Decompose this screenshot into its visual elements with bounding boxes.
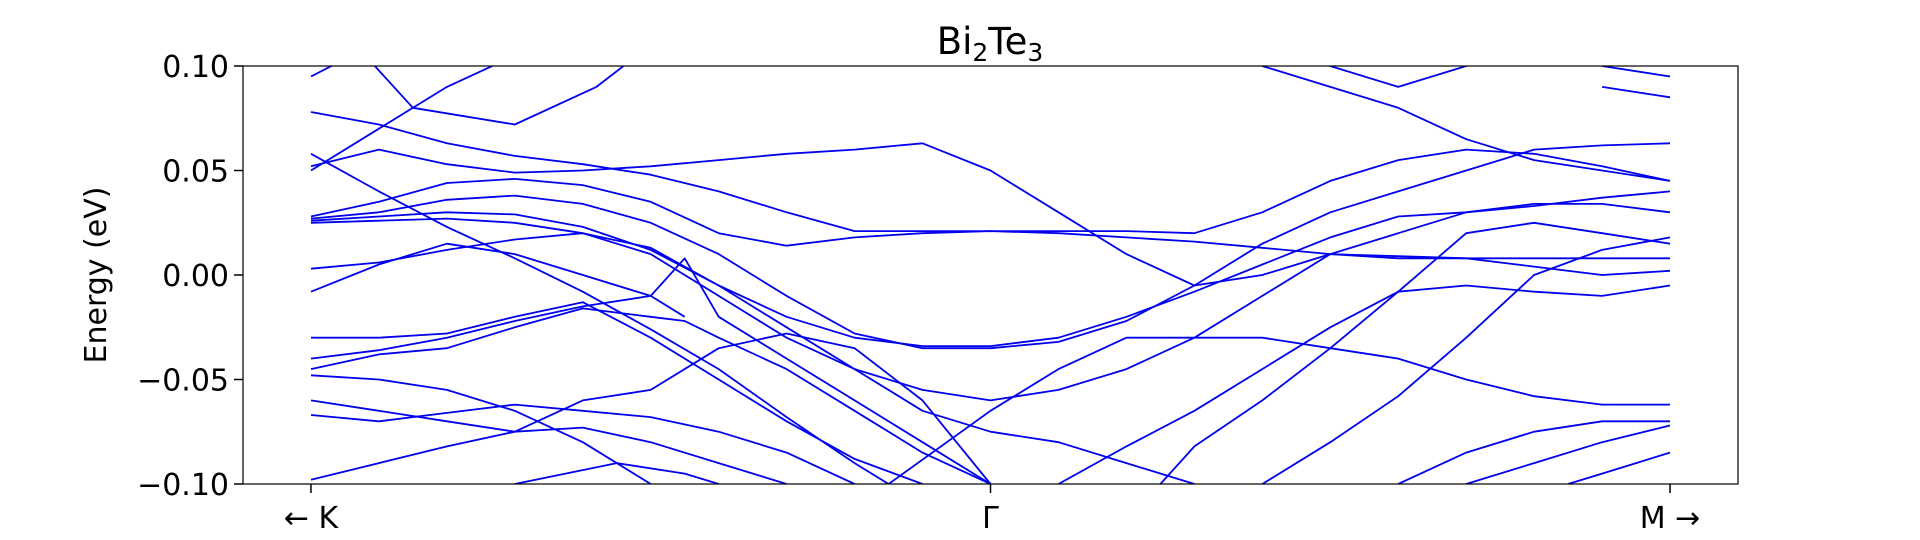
band-line-16 [310,374,652,484]
y-tick-label: 0.05 [162,155,229,190]
band-line-19 [310,426,787,484]
band-line-31 [1601,86,1671,99]
band-line-14 [310,257,991,484]
band-line-12 [310,242,686,318]
y-tick-label: 0.10 [162,50,229,85]
band-line-7 [310,177,1671,276]
band-line-11 [310,232,1195,484]
band-lines [310,66,1671,484]
chart-title-element-bi: Bi [937,20,973,63]
band-line-8 [310,142,1671,350]
band-line-30 [1601,66,1671,78]
band-line-20 [514,462,719,484]
band-line-10 [310,202,1671,402]
band-line-3 [310,153,890,484]
y-tick-label: −0.10 [137,468,229,503]
chart-title-subscript-2: 2 [972,38,988,67]
band-line-21 [888,336,1670,484]
x-axis-ticks: ← K Γ M → [284,484,1701,536]
band-line-26 [1397,420,1670,484]
x-tick-label: ← K [284,501,340,536]
band-line-28 [1567,451,1671,484]
band-line-5 [310,66,495,172]
y-axis-ticks: 0.10 0.05 0.00 −0.05 −0.10 [137,50,243,503]
plot-frame [242,65,1739,485]
band-line-24 [1261,236,1671,484]
chart-title-element-te: Te [987,20,1027,63]
band-line-27 [1465,424,1671,484]
y-axis-label: Energy (eV) [79,187,114,364]
y-tick-label: −0.05 [137,364,229,399]
band-line-23 [1159,221,1671,484]
band-line-13 [311,301,923,484]
band-line-29 [1327,66,1470,88]
band-line-6 [373,66,626,126]
x-tick-label: M → [1640,501,1701,536]
chart-title-subscript-3: 3 [1027,38,1043,67]
y-tick-label: 0.00 [162,259,229,294]
band-line-18 [310,403,855,484]
band-line-9 [310,190,1671,348]
chart-title: Bi2Te3 [937,20,1044,67]
band-line-17 [310,332,992,484]
band-line-15 [310,307,991,484]
band-line-25 [1262,66,1671,182]
x-tick-label: Γ [982,501,999,536]
band-line-22 [1058,284,1671,484]
